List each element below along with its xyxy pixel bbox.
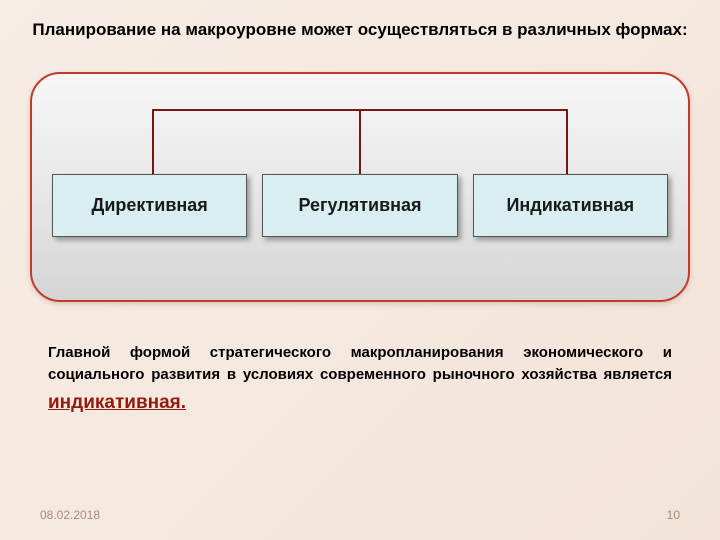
- connector-vertical-3: [566, 109, 568, 174]
- paragraph: Главной формой стратегического макроплан…: [48, 342, 672, 418]
- connector-vertical-2: [359, 109, 361, 174]
- diagram-panel: Директивная Регулятивная Индикативная: [30, 72, 690, 302]
- footer-date: 08.02.2018: [40, 508, 100, 522]
- paragraph-text: Главной формой стратегического макроплан…: [48, 344, 672, 384]
- box-regulative: Регулятивная: [262, 174, 457, 237]
- footer: 08.02.2018 10: [40, 508, 680, 522]
- footer-page: 10: [667, 508, 680, 522]
- slide-title: Планирование на макроуровне может осущес…: [0, 0, 720, 52]
- boxes-row: Директивная Регулятивная Индикативная: [52, 174, 668, 237]
- connector-vertical-1: [152, 109, 154, 174]
- box-indicative: Индикативная: [473, 174, 668, 237]
- box-directive: Директивная: [52, 174, 247, 237]
- paragraph-highlight: индикативная.: [48, 389, 186, 418]
